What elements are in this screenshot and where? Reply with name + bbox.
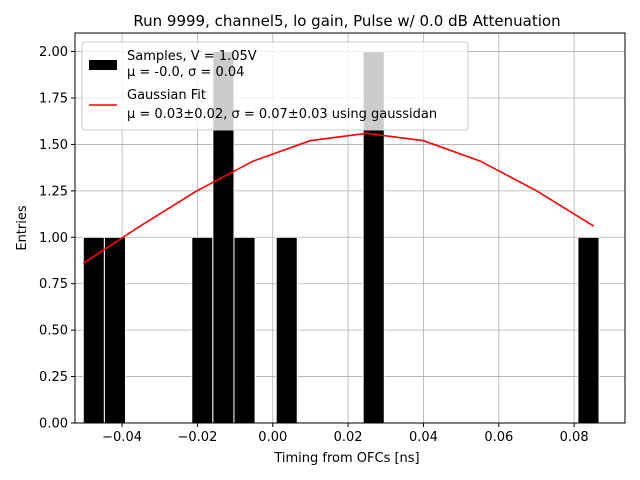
legend-fit-stats: μ = 0.03±0.02, σ = 0.07±0.03 using gauss… — [127, 107, 437, 122]
x-axis-label: Timing from OFCs [ns] — [273, 451, 419, 466]
legend-samples-label: Samples, V = 1.05V — [127, 49, 257, 64]
histogram-bar — [103, 236, 126, 424]
y-axis-label: Entries — [15, 205, 30, 251]
plot-frame — [74, 32, 626, 424]
legend-box — [81, 41, 469, 131]
chart-title: Run 9999, channel5, lo gain, Pulse w/ 0.… — [133, 12, 560, 30]
y-tick-label: 1.25 — [39, 184, 68, 199]
histogram-bar — [233, 236, 256, 424]
x-tick-label: −0.04 — [102, 430, 142, 445]
histogram-bar — [82, 236, 105, 424]
histogram-bar — [275, 236, 298, 424]
y-tick-label: 0.50 — [39, 324, 68, 339]
y-tick-label: 2.00 — [39, 45, 68, 60]
histogram-bars — [82, 51, 600, 424]
y-tick-label: 1.75 — [39, 92, 68, 107]
x-tick-label: −0.02 — [178, 430, 218, 445]
x-tick-label: 0.04 — [409, 430, 438, 445]
y-tick-label: 0.00 — [39, 417, 68, 432]
y-tick-label: 1.50 — [39, 138, 68, 153]
legend-fit-label: Gaussian Fit — [127, 88, 206, 103]
y-tick-label: 1.00 — [39, 231, 68, 246]
gaussian-fit — [82, 132, 595, 264]
x-tick-label: 0.00 — [258, 430, 287, 445]
histogram-bar — [191, 236, 214, 424]
y-axis-ticks: 0.00 0.25 0.50 0.75 1.00 1.25 1.50 1.75 2.00 — [39, 45, 75, 432]
x-axis-ticks: −0.04 −0.02 0.00 0.02 0.04 0.06 0.08 — [102, 423, 589, 445]
legend: Samples, V = 1.05V μ = -0.0, σ = 0.04 Ga… — [81, 41, 469, 131]
fit-curve — [82, 132, 595, 264]
histogram-bar — [577, 236, 600, 424]
y-tick-label: 0.75 — [39, 277, 68, 292]
x-tick-label: 0.02 — [334, 430, 363, 445]
x-tick-label: 0.08 — [560, 430, 589, 445]
legend-swatch-samples — [89, 60, 117, 70]
legend-samples-stats: μ = -0.0, σ = 0.04 — [127, 65, 244, 80]
x-tick-label: 0.06 — [484, 430, 513, 445]
y-tick-label: 0.25 — [39, 370, 68, 385]
